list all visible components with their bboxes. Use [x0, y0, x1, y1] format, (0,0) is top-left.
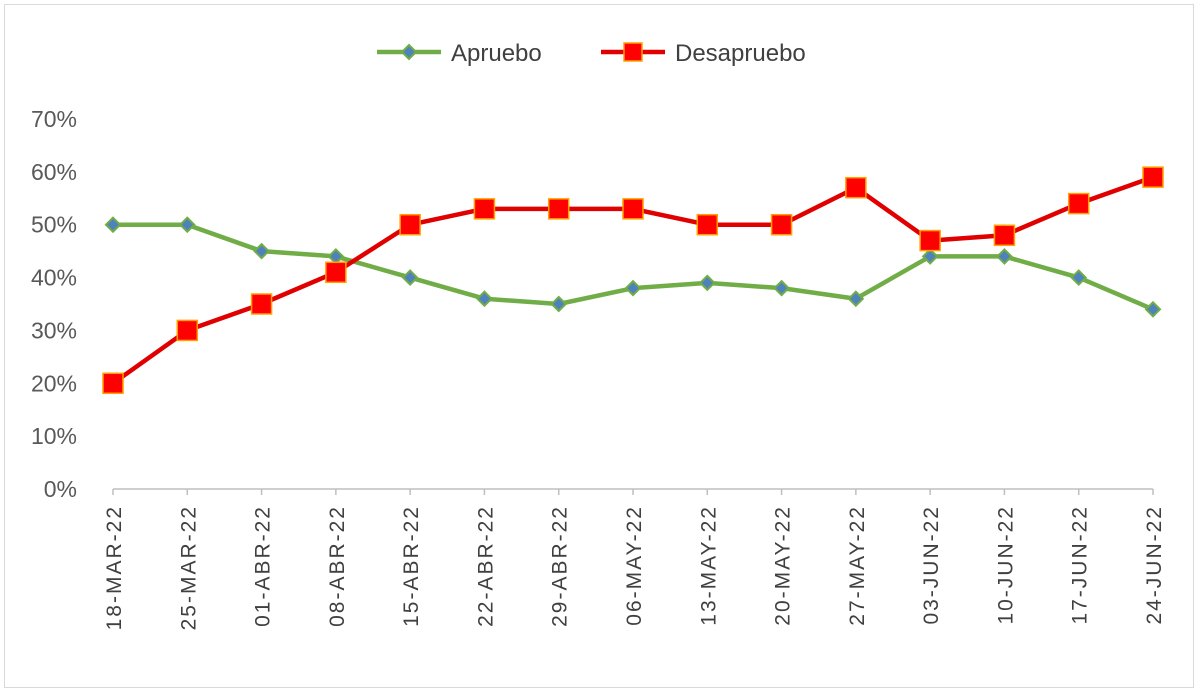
y-tick-label: 20%: [31, 370, 77, 396]
x-tick-label: 17-JUN-22: [1069, 505, 1092, 625]
point-desapruebo: [176, 319, 199, 342]
chart-frame: Apruebo Desapruebo 0% 10% 20% 30% 40% 50% 60% 70…: [4, 4, 1194, 688]
point-desapruebo: [547, 198, 570, 220]
y-tick-label: 0%: [44, 476, 77, 502]
x-tick-label: 08-ABR-22: [326, 505, 349, 627]
point-desapruebo: [325, 261, 347, 284]
point-apruebo: [921, 248, 939, 265]
legend-label-desapruebo: Desapruebo: [675, 40, 806, 67]
line-chart: Apruebo Desapruebo 0% 10% 20% 30% 40% 50% 60% 70…: [31, 40, 1166, 630]
point-desapruebo: [1142, 166, 1164, 188]
point-apruebo: [178, 216, 196, 234]
point-apruebo: [773, 279, 790, 297]
point-desapruebo: [770, 213, 793, 236]
point-apruebo: [698, 274, 716, 292]
point-desapruebo: [919, 229, 941, 252]
point-apruebo: [1144, 300, 1162, 318]
point-apruebo: [327, 248, 345, 265]
point-desapruebo: [250, 293, 273, 315]
legend-marker-apruebo: [400, 43, 418, 61]
x-tick-label: 22-ABR-22: [474, 505, 497, 627]
x-tick-label: 20-MAY-22: [772, 505, 795, 626]
x-tick-label: 13-MAY-22: [697, 505, 720, 626]
x-tick-label: 06-MAY-22: [623, 505, 646, 626]
y-tick-label: 10%: [31, 423, 77, 449]
x-tick-label: 29-ABR-22: [549, 505, 572, 627]
point-desapruebo: [696, 213, 719, 236]
y-tick-label: 40%: [31, 265, 77, 291]
y-tick-label: 60%: [31, 159, 77, 185]
point-desapruebo: [399, 213, 421, 236]
point-apruebo: [104, 216, 122, 234]
point-apruebo: [253, 242, 270, 260]
series-markers: [102, 166, 1164, 395]
x-tick-label: 10-JUN-22: [994, 505, 1017, 625]
x-tick-label: 15-ABR-22: [400, 505, 423, 627]
legend: Apruebo Desapruebo: [377, 40, 806, 67]
point-apruebo: [847, 290, 865, 308]
legend-marker-desapruebo: [623, 42, 643, 62]
point-apruebo: [401, 269, 419, 286]
point-desapruebo: [473, 198, 496, 220]
x-tick-label: 27-MAY-22: [846, 505, 869, 626]
x-tick-label: 25-MAR-22: [177, 505, 200, 630]
point-apruebo: [476, 290, 493, 308]
point-apruebo: [996, 248, 1013, 265]
x-tick-label: 18-MAR-22: [103, 505, 126, 630]
y-axis: 0% 10% 20% 30% 40% 50% 60% 70%: [31, 106, 77, 502]
y-tick-label: 70%: [31, 106, 77, 132]
y-tick-label: 30%: [31, 317, 77, 343]
x-tick-label: 24-JUN-22: [1143, 505, 1166, 625]
point-apruebo: [550, 295, 568, 313]
point-apruebo: [1070, 269, 1088, 286]
x-tick-label: 01-ABR-22: [252, 505, 275, 627]
point-desapruebo: [1067, 192, 1090, 215]
legend-label-apruebo: Apruebo: [451, 40, 542, 67]
point-desapruebo: [845, 176, 867, 199]
point-desapruebo: [993, 224, 1016, 247]
point-desapruebo: [622, 198, 644, 220]
y-tick-label: 50%: [31, 212, 77, 238]
x-tick-label: 03-JUN-22: [920, 505, 943, 625]
x-axis: 18-MAR-22 25-MAR-22 01-ABR-22 08-ABR-22 15-A…: [103, 488, 1166, 630]
point-apruebo: [624, 279, 642, 297]
point-desapruebo: [102, 372, 124, 395]
